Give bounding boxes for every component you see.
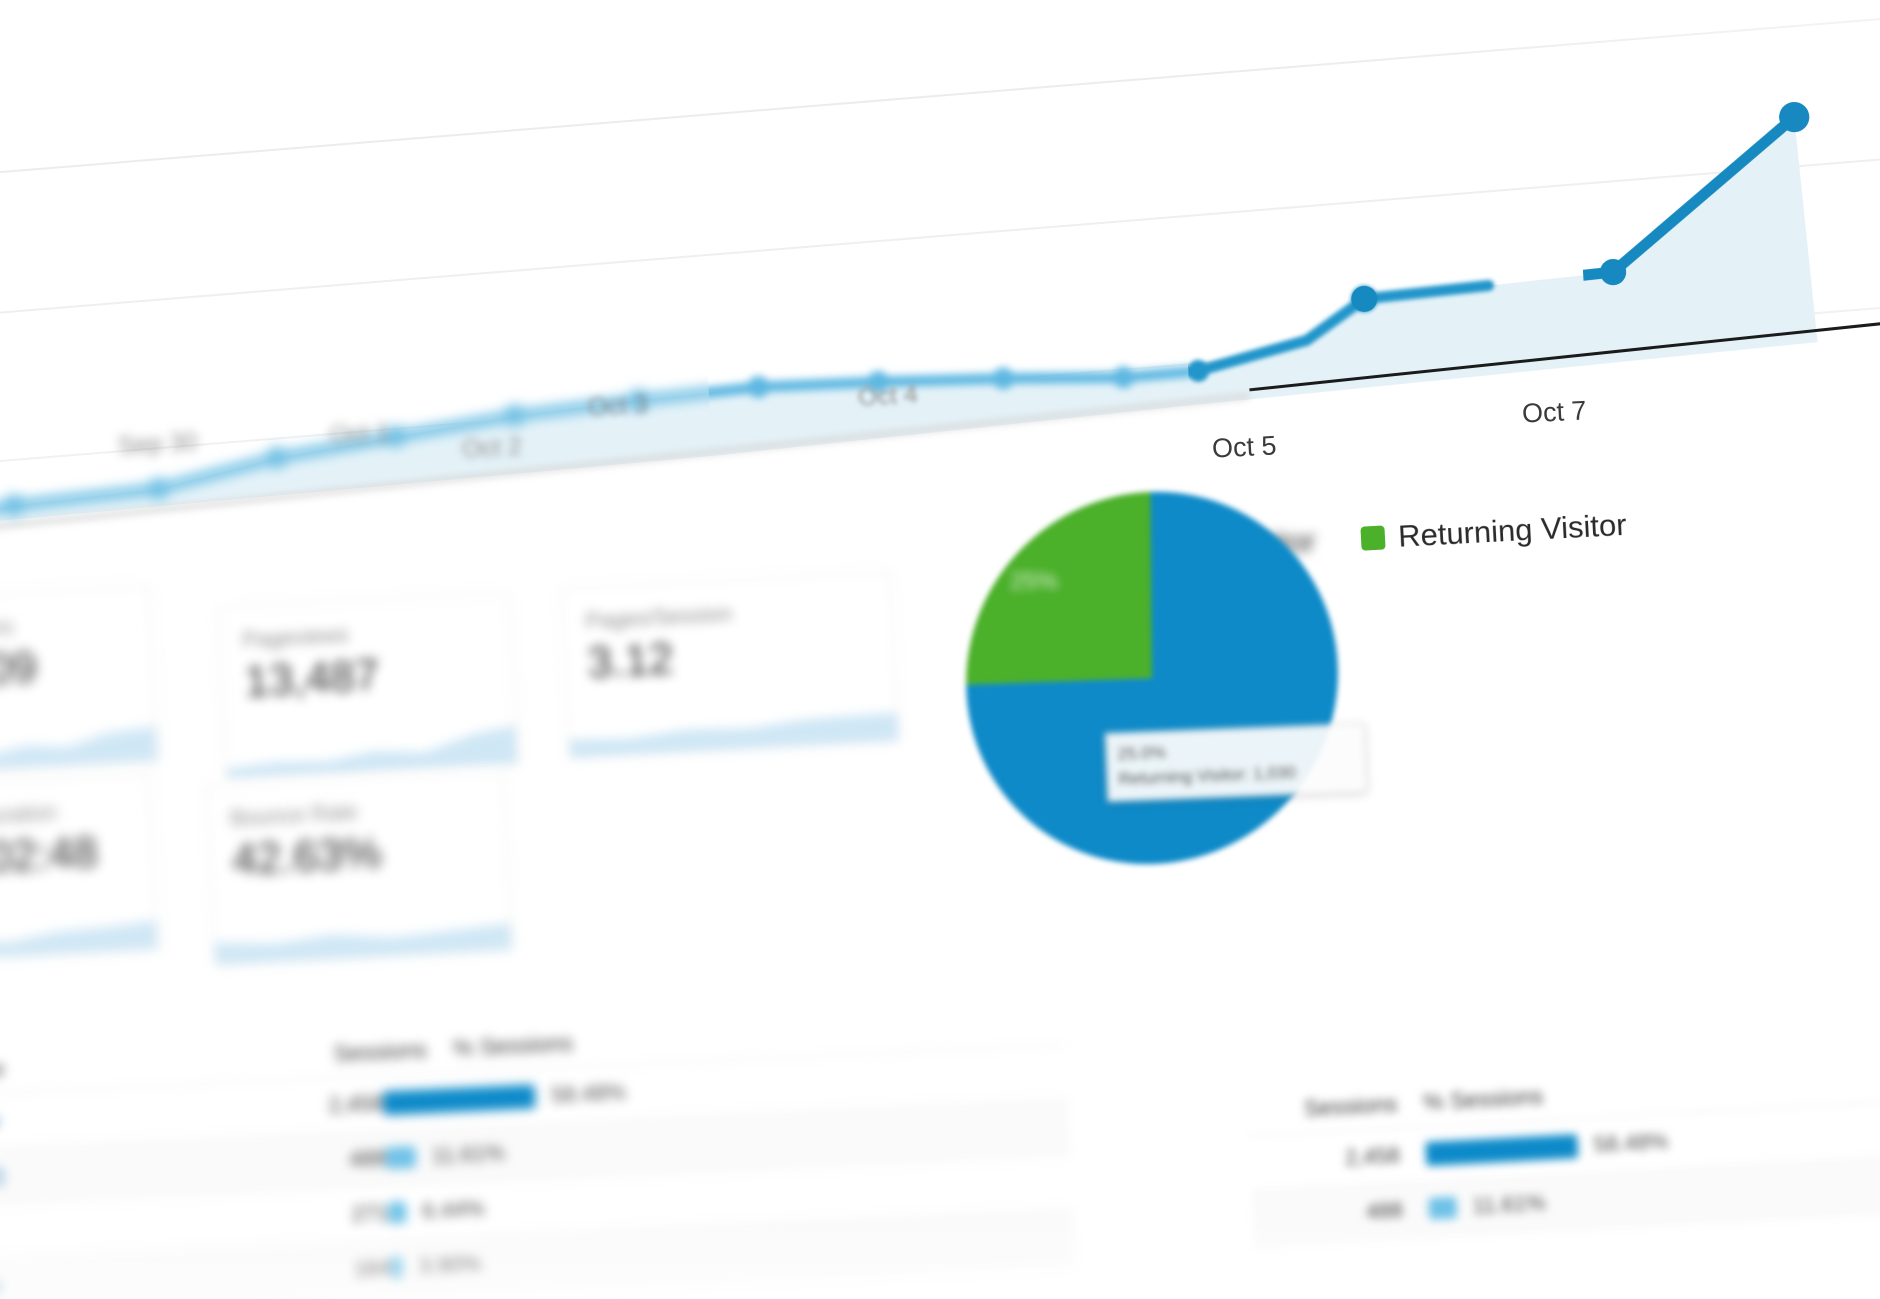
metric-card-pageviews[interactable]: Pageviews 13,487	[217, 592, 519, 780]
legend-swatch-returning-visitor-icon	[1360, 525, 1386, 551]
sparkline-icon	[0, 920, 158, 962]
row-bar	[1425, 1134, 1579, 1167]
metric-card-value: 3.12	[586, 633, 675, 688]
row-sessions: 164	[353, 1255, 392, 1282]
row-pct-text: 11.61%	[431, 1139, 506, 1169]
row-bar	[385, 1145, 417, 1170]
x-axis-tick-oct7: Oct 7	[1521, 395, 1588, 429]
x-axis-tick-blurred-1: Oct 1	[329, 418, 391, 450]
row-pct-text: 6.44%	[421, 1195, 486, 1224]
row-pct-text: 58.48%	[1592, 1128, 1669, 1158]
pie-chart-svg	[966, 491, 1338, 865]
table-header-sessions[interactable]: Sessions	[333, 1036, 428, 1067]
row-sessions: 2,458	[1344, 1142, 1401, 1171]
sparkline-icon	[569, 712, 899, 758]
metric-card-sessions[interactable]: Sessions 4,209	[0, 585, 159, 775]
row-source-link[interactable]: yahoo	[0, 1262, 242, 1299]
table-header-sessions[interactable]: Sessions	[1303, 1090, 1398, 1122]
x-axis-tick-blurred-2: Oct 2	[461, 432, 523, 464]
metric-card-value: 13,487	[243, 650, 381, 707]
sparkline-icon	[227, 725, 518, 779]
x-axis-tick-blurred-3: Oct 3	[587, 390, 649, 422]
row-bar	[382, 1084, 536, 1116]
row-source-link[interactable]: google	[0, 1097, 234, 1137]
metric-card-value: 42.63%	[231, 827, 383, 885]
row-sessions: 488	[348, 1145, 387, 1172]
new-vs-returning-pie-chart[interactable]	[950, 471, 1353, 885]
row-pct-sessions: 6.44%	[387, 1185, 719, 1226]
x-axis-tick-oct5: Oct 5	[1211, 430, 1278, 464]
table-header-pct-sessions[interactable]: % Sessions	[1422, 1082, 1544, 1116]
metric-card-value: 00:02:48	[0, 827, 99, 886]
row-bar	[1428, 1196, 1458, 1220]
source-table[interactable]: Source Sessions % Sessions google 2,458 …	[0, 1001, 1076, 1299]
row-pct-text: 58.48%	[550, 1079, 627, 1108]
sparkline-icon	[214, 923, 512, 965]
row-source-link[interactable]: (direct)	[0, 1162, 6, 1191]
pie-chart-tooltip: 25.0% Returning Visitor: 1,030	[1104, 723, 1368, 803]
table-header-source[interactable]: Source	[0, 1055, 5, 1085]
row-sessions: 2,458	[327, 1090, 384, 1118]
row-pct-text: 3.90%	[418, 1251, 482, 1279]
pie-slice-percentage-label: 25%	[1010, 568, 1059, 595]
metric-card-avg-duration[interactable]: Avg. Duration 00:02:48	[0, 773, 159, 963]
row-sessions: 488	[1365, 1197, 1404, 1225]
x-axis-tick-blurred-0: Sep 30	[117, 427, 198, 461]
x-axis-tick-blurred-4: Oct 4	[857, 380, 919, 412]
row-pct-sessions: 11.61%	[1402, 1179, 1759, 1224]
row-pct-sessions: 11.61%	[385, 1130, 716, 1171]
table-header-pct-sessions[interactable]: % Sessions	[452, 1029, 574, 1062]
row-pct-sessions: 58.48%	[1399, 1124, 1756, 1169]
row-pct-text: 11.61%	[1472, 1189, 1547, 1219]
pie-slice-returning-visitor	[966, 491, 1152, 685]
metric-card-pages-per-session[interactable]: Pages/Session 3.12	[560, 571, 900, 759]
sparkline-icon	[0, 726, 158, 774]
sessions-summary-table[interactable]: Sessions % Sessions 2,458 58.48% 488 11.…	[1246, 1057, 1880, 1247]
row-source-link[interactable]: bing	[0, 1207, 239, 1247]
row-pct-sessions: 3.90%	[390, 1240, 721, 1281]
row-bar	[387, 1201, 407, 1225]
row-sessions: 271	[351, 1200, 389, 1227]
metric-card-bounce-rate[interactable]: Bounce Rate 42.63%	[205, 770, 513, 966]
metric-card-value: 4,209	[0, 642, 38, 698]
row-pct-sessions: 58.48%	[382, 1075, 714, 1116]
row-bar	[390, 1256, 404, 1280]
